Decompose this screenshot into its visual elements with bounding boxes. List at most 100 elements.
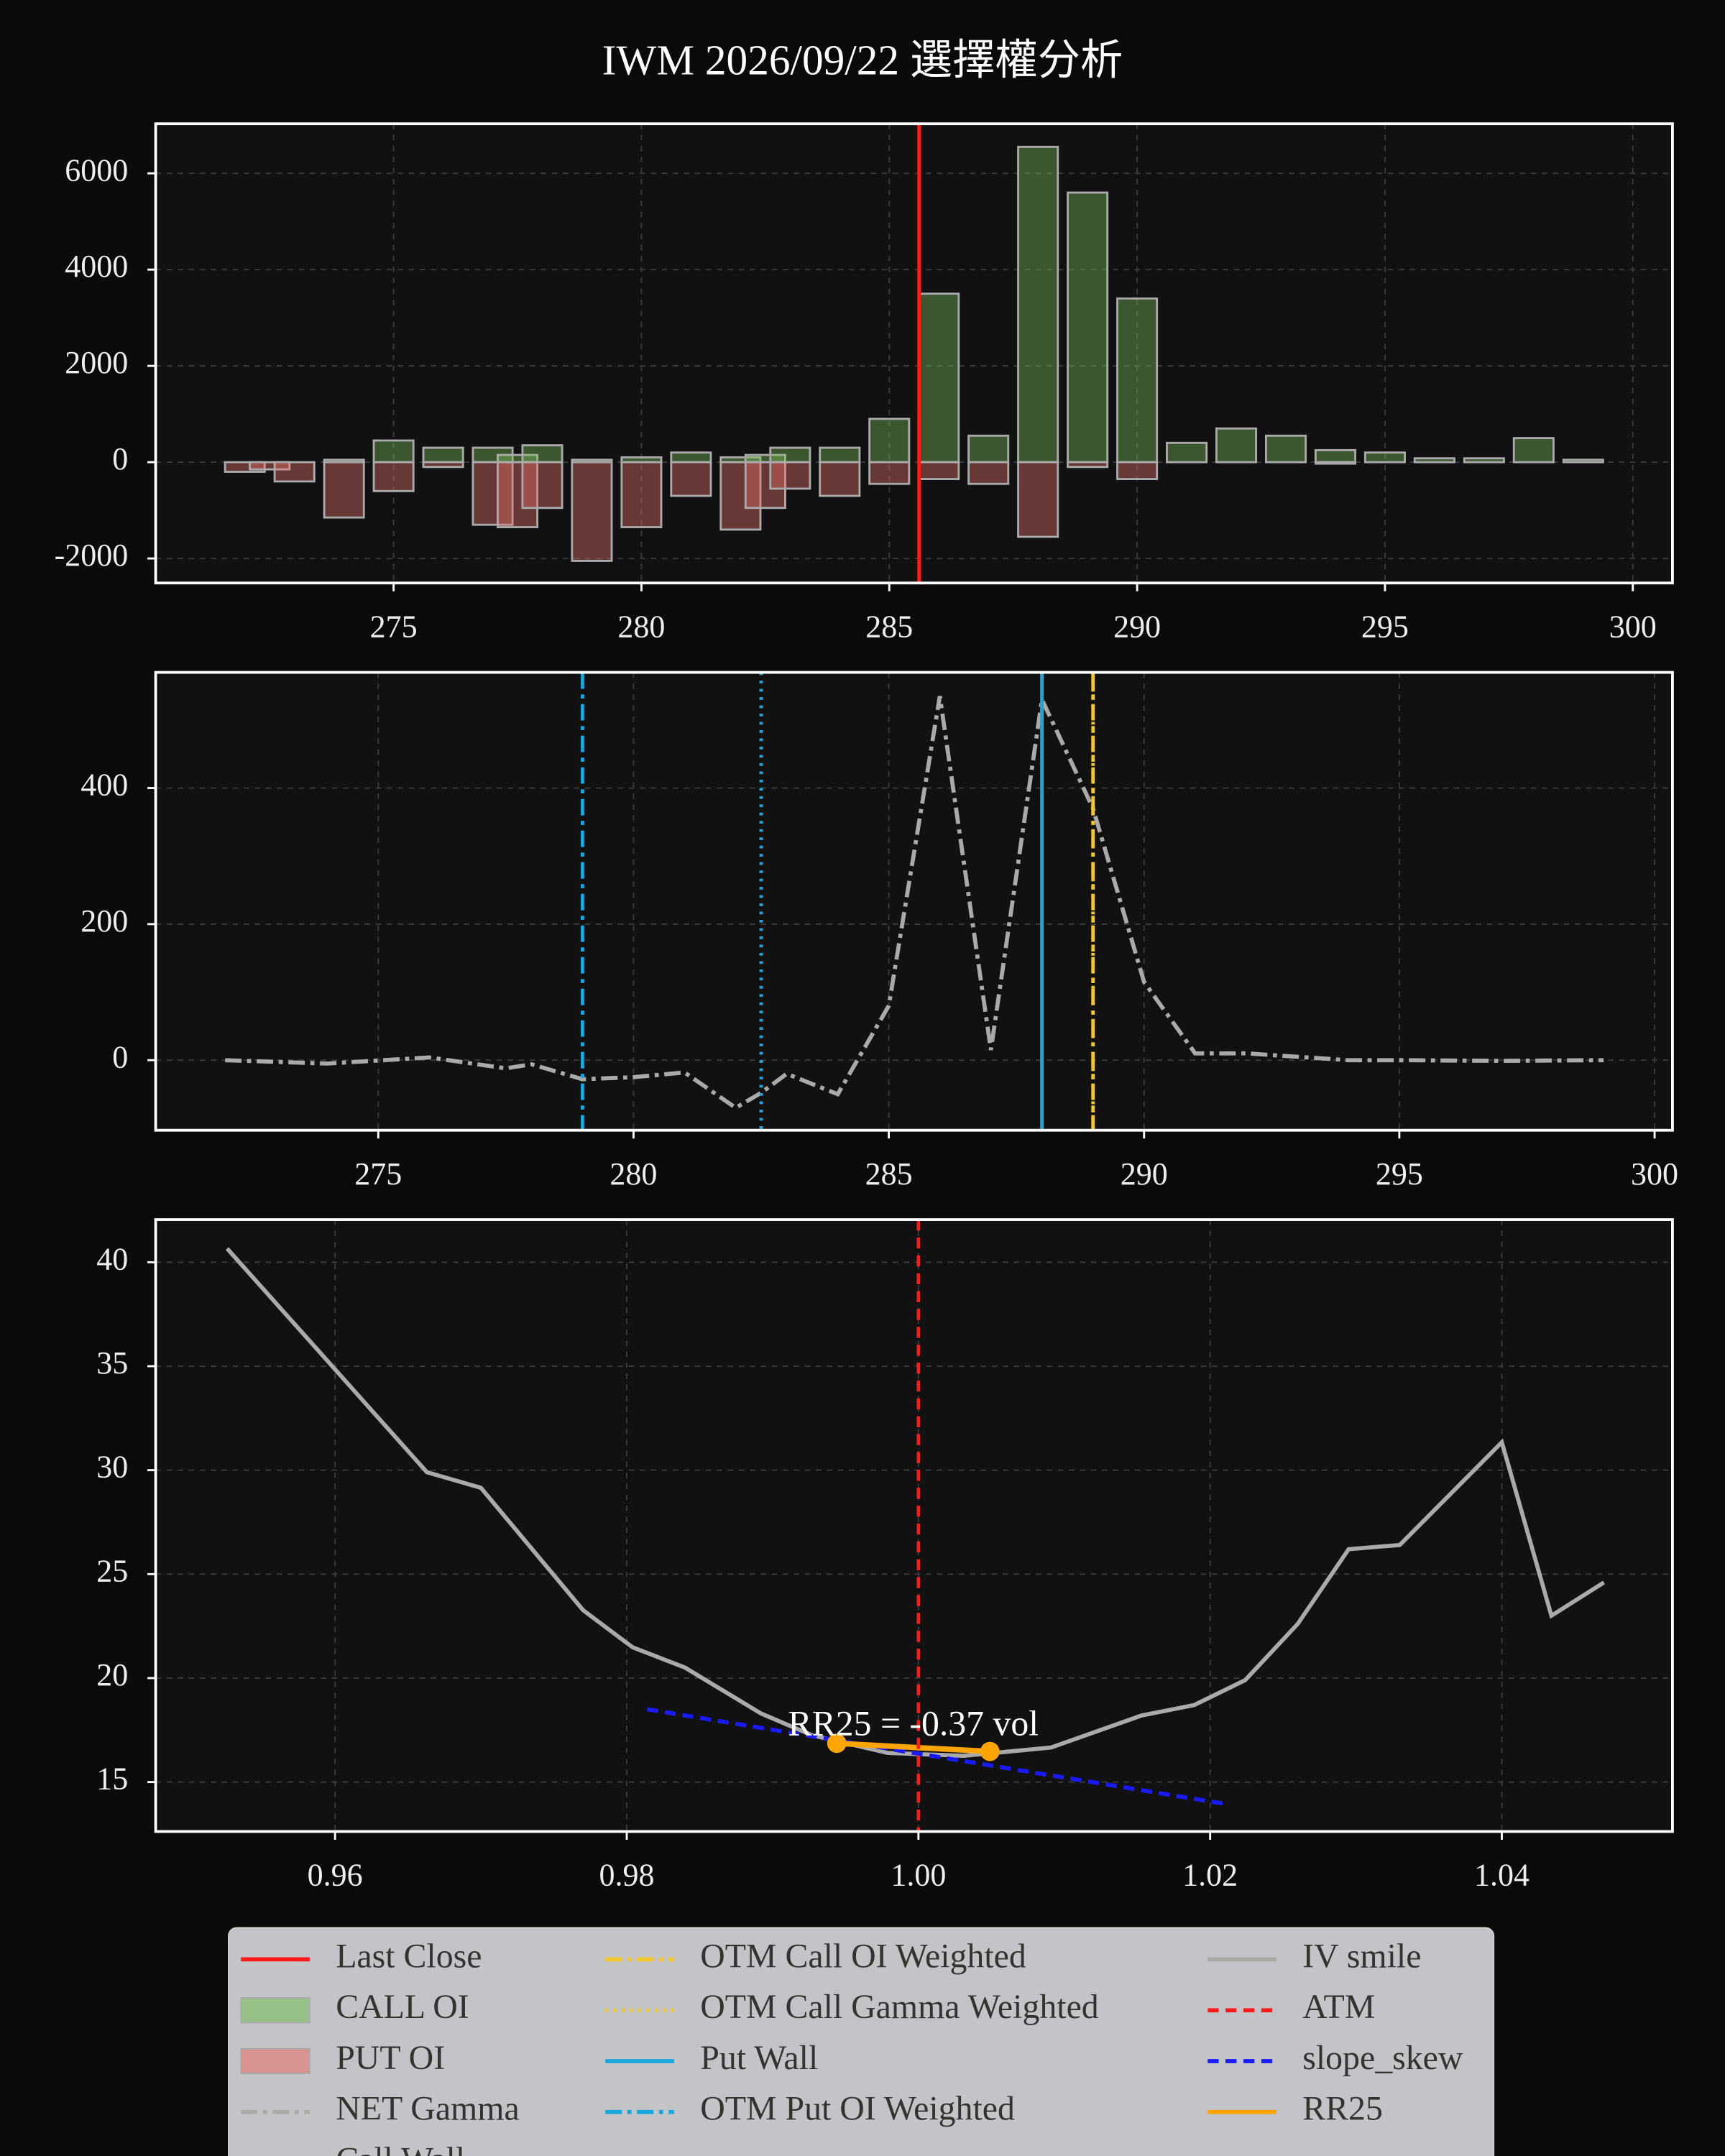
legend-label: OTM Call Gamma Weighted xyxy=(700,1988,1099,2026)
x-tick-label: 280 xyxy=(617,609,665,644)
x-tick-label: 275 xyxy=(354,1156,402,1192)
legend-label: RR25 xyxy=(1302,2090,1383,2128)
y-tick-label: 15 xyxy=(96,1761,128,1797)
y-tick-label: 20 xyxy=(96,1657,128,1692)
bar xyxy=(521,444,564,464)
x-tick-label: 280 xyxy=(610,1156,657,1192)
legend-label: NET Gamma xyxy=(336,2090,519,2128)
x-tick-label: 295 xyxy=(1376,1156,1423,1192)
plot-frame xyxy=(154,122,1674,585)
y-tick-label: 200 xyxy=(80,903,128,939)
legend-label: slope_skew xyxy=(1302,2039,1463,2077)
x-tick-label: 1.00 xyxy=(891,1858,946,1893)
bar xyxy=(1116,297,1159,464)
bar xyxy=(670,451,712,464)
series-line xyxy=(646,1707,1227,1807)
bar xyxy=(521,461,564,510)
bar xyxy=(1067,461,1109,469)
plot-area xyxy=(155,672,1673,1130)
x-tick-label: 290 xyxy=(1113,609,1161,644)
bar xyxy=(1166,441,1208,464)
legend-label: ATM xyxy=(1302,1988,1375,2026)
bar xyxy=(422,461,464,469)
x-tick-label: 300 xyxy=(1609,609,1657,644)
bar xyxy=(1314,448,1356,464)
x-tick-label: 0.96 xyxy=(308,1858,363,1893)
bar xyxy=(769,446,811,464)
legend-label: CALL OI xyxy=(336,1988,469,2026)
legend-label: Call Wall xyxy=(336,2141,465,2156)
bar xyxy=(1017,461,1059,538)
bar xyxy=(372,461,415,492)
legend-label: Put Wall xyxy=(700,2039,818,2077)
bar xyxy=(769,461,811,490)
bar xyxy=(372,439,415,464)
legend-label: OTM Call OI Weighted xyxy=(700,1937,1026,1975)
bar xyxy=(323,461,365,519)
y-tick-label: 0 xyxy=(112,441,128,476)
legend-label: IV smile xyxy=(1302,1937,1421,1975)
legend-label: PUT OI xyxy=(336,2039,445,2077)
series-line xyxy=(836,1740,990,1754)
legend-label: OTM Put OI Weighted xyxy=(700,2090,1015,2128)
bar xyxy=(1215,427,1258,464)
legend-swatch xyxy=(240,1997,310,2024)
bar xyxy=(273,461,316,483)
plot-frame xyxy=(154,1218,1674,1833)
x-tick-label: 1.04 xyxy=(1474,1858,1530,1893)
point xyxy=(980,1741,1000,1761)
bar xyxy=(868,461,911,485)
bar xyxy=(1463,457,1505,464)
bar xyxy=(868,418,911,464)
y-tick-label: 0 xyxy=(112,1039,128,1074)
y-tick-label: 35 xyxy=(96,1345,128,1381)
x-tick-label: 295 xyxy=(1361,609,1409,644)
bar xyxy=(620,461,663,528)
y-tick-label: 6000 xyxy=(65,152,128,188)
legend-label: Last Close xyxy=(336,1937,482,1975)
y-tick-label: 25 xyxy=(96,1553,128,1588)
bar xyxy=(472,461,514,526)
x-tick-label: 300 xyxy=(1631,1156,1678,1192)
bar xyxy=(719,461,762,531)
figure-title: IWM 2026/09/22 選擇權分析 xyxy=(602,37,1123,84)
bar xyxy=(918,461,960,480)
bar xyxy=(1363,451,1406,464)
bar xyxy=(1264,434,1307,464)
plot-area xyxy=(155,124,1673,584)
bar xyxy=(1512,437,1555,464)
x-tick-label: 290 xyxy=(1121,1156,1168,1192)
x-tick-label: 0.98 xyxy=(599,1858,655,1893)
plot-frame xyxy=(154,671,1674,1132)
bar xyxy=(670,461,712,497)
bar xyxy=(918,292,960,464)
bar xyxy=(1017,145,1059,464)
annotation: RR25 = -0.37 vol xyxy=(788,1703,1039,1743)
legend: Last Close CALL OI PUT OI NET Gamma Call Wal… xyxy=(228,1927,1495,2156)
bar xyxy=(1116,461,1159,480)
y-tick-label: -2000 xyxy=(55,538,129,573)
y-tick-label: 40 xyxy=(96,1241,128,1276)
series-line xyxy=(225,692,1604,1110)
bar xyxy=(819,446,861,464)
bar xyxy=(967,461,1010,485)
bar xyxy=(1067,191,1109,464)
y-tick-label: 2000 xyxy=(65,345,128,380)
y-tick-label: 30 xyxy=(96,1450,128,1485)
y-tick-label: 4000 xyxy=(65,249,128,284)
series-line xyxy=(225,1247,1606,1759)
bar xyxy=(1413,457,1455,464)
bar xyxy=(819,461,861,497)
y-tick-label: 400 xyxy=(80,768,128,803)
x-tick-label: 285 xyxy=(865,1156,913,1192)
legend-swatch xyxy=(240,2047,310,2075)
bar xyxy=(422,446,464,464)
bar xyxy=(967,434,1010,464)
x-tick-label: 275 xyxy=(370,609,418,644)
legend-box xyxy=(228,1927,1495,2156)
bar xyxy=(1562,459,1604,464)
bar xyxy=(249,461,291,471)
bar xyxy=(1314,461,1356,465)
